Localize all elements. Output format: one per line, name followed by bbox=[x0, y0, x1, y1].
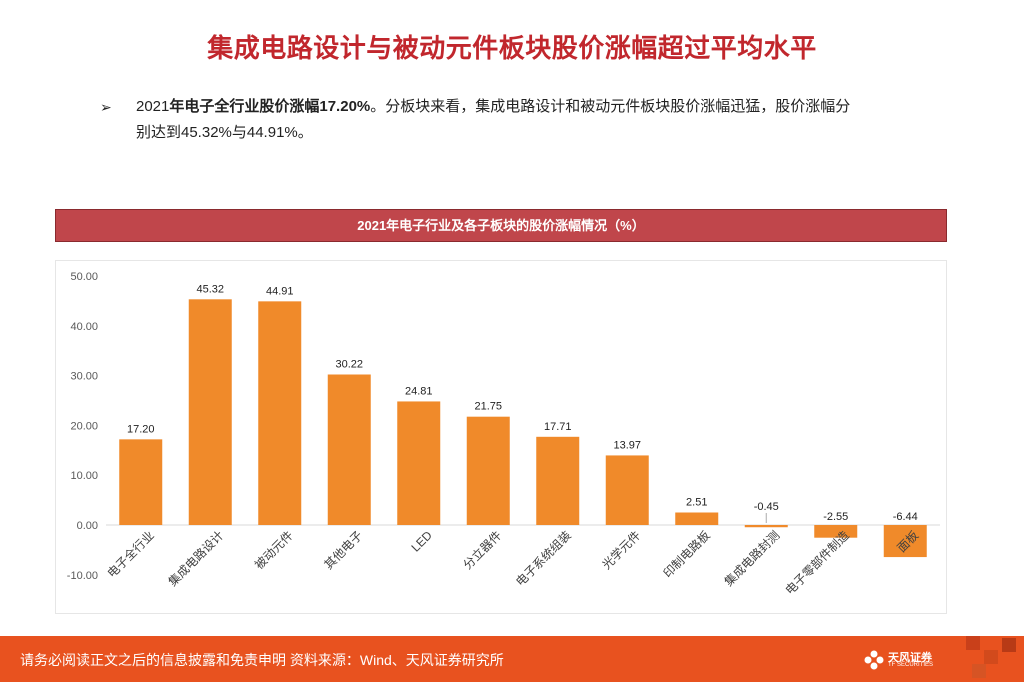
bar bbox=[536, 436, 580, 525]
bar bbox=[188, 299, 232, 525]
bar bbox=[675, 512, 719, 525]
data-label: 13.97 bbox=[613, 439, 641, 451]
y-tick-label: 40.00 bbox=[70, 321, 98, 333]
footer-decoration bbox=[972, 664, 986, 678]
logo-subtitle: TF SECURITIES bbox=[888, 662, 934, 668]
bar bbox=[327, 374, 371, 525]
bar bbox=[744, 525, 788, 528]
footer-bar: 请务必阅读正文之后的信息披露和免责申明 资料来源：Wind、天风证券研究所 天风… bbox=[0, 636, 1024, 682]
data-label: 30.22 bbox=[335, 359, 363, 371]
x-tick-label: 电子零部件制造 bbox=[782, 528, 852, 598]
x-tick-label: 集成电路封测 bbox=[721, 528, 783, 590]
footer-decoration bbox=[984, 650, 998, 664]
summary-rest-2: 别达到45.32%与44.91%。 bbox=[136, 124, 313, 141]
x-tick-label: 集成电路设计 bbox=[165, 528, 227, 590]
data-label: 2.51 bbox=[686, 497, 707, 509]
flower-logo-icon bbox=[864, 650, 884, 670]
x-tick-label: 电子全行业 bbox=[104, 528, 157, 581]
bar bbox=[605, 455, 649, 525]
summary-text: 2021年电子全行业股价涨幅17.20%。分板块来看，集成电路设计和被动元件板块… bbox=[136, 94, 920, 146]
summary-bullet: ➢ 2021年电子全行业股价涨幅17.20%。分板块来看，集成电路设计和被动元件… bbox=[100, 94, 920, 146]
bar bbox=[883, 525, 927, 558]
data-label: 21.75 bbox=[474, 401, 502, 413]
summary-year: 2021 bbox=[136, 98, 170, 115]
bar bbox=[466, 416, 510, 525]
data-label: 44.91 bbox=[266, 285, 294, 297]
bar bbox=[258, 301, 302, 525]
chart-frame bbox=[55, 260, 947, 614]
data-label: 24.81 bbox=[405, 385, 433, 397]
x-tick-label: 其他电子 bbox=[322, 528, 366, 572]
y-tick-label: 50.00 bbox=[70, 271, 98, 283]
x-tick-label: LED bbox=[408, 528, 435, 555]
data-label: 17.71 bbox=[544, 421, 572, 433]
y-tick-label: 20.00 bbox=[70, 420, 98, 432]
x-tick-label: 印制电路板 bbox=[660, 528, 713, 581]
summary-bold: 年电子全行业股价涨幅17.20% bbox=[169, 98, 371, 115]
bar bbox=[814, 525, 858, 538]
data-label: 17.20 bbox=[127, 423, 155, 435]
page-title: 集成电路设计与被动元件板块股价涨幅超过平均水平 bbox=[207, 33, 817, 63]
y-tick-label: 30.00 bbox=[70, 371, 98, 383]
footer-decoration bbox=[966, 636, 980, 650]
chart-title: 2021年电子行业及各子板块的股价涨幅情况（%） bbox=[55, 209, 947, 242]
x-tick-label: 光学元件 bbox=[599, 528, 644, 573]
data-label: -0.45 bbox=[754, 501, 779, 513]
y-tick-label: -10.00 bbox=[67, 570, 98, 582]
tf-securities-logo: 天风证券 TF SECURITIES bbox=[862, 648, 942, 674]
y-tick-label: 0.00 bbox=[77, 520, 98, 532]
bar bbox=[119, 439, 163, 525]
x-tick-label: 分立器件 bbox=[460, 528, 505, 573]
summary-rest-1: 。分板块来看，集成电路设计和被动元件板块股价涨幅迅猛，股价涨幅分 bbox=[370, 98, 851, 115]
data-label: 45.32 bbox=[196, 283, 224, 295]
x-tick-label: 电子系统组装 bbox=[513, 528, 574, 589]
y-tick-label: 10.00 bbox=[70, 470, 98, 482]
footer-decoration bbox=[1002, 638, 1016, 652]
bar bbox=[397, 401, 441, 525]
x-tick-label: 被动元件 bbox=[252, 528, 296, 572]
logo-name: 天风证券 bbox=[888, 652, 932, 664]
footer-disclaimer: 请务必阅读正文之后的信息披露和免责申明 资料来源：Wind、天风证券研究所 bbox=[20, 652, 504, 668]
bullet-arrow-icon: ➢ bbox=[100, 99, 112, 115]
data-label: -2.55 bbox=[823, 511, 848, 523]
data-label: -6.44 bbox=[893, 511, 918, 523]
